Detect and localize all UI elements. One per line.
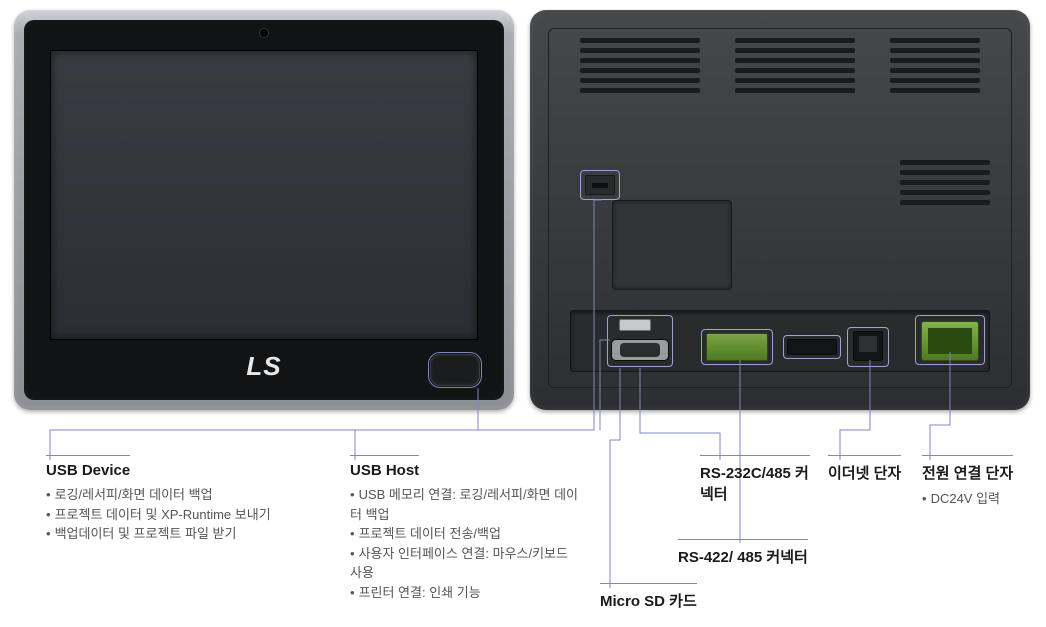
brand-logo: LS [246, 351, 281, 382]
label-title: USB Device [46, 455, 130, 479]
front-usb-device-port [430, 354, 480, 386]
device-front-view: LS [14, 10, 514, 410]
vent-grill-top [580, 38, 980, 93]
vent-grill-side [900, 160, 990, 205]
rs232-485-port [611, 339, 669, 361]
front-screen [50, 50, 478, 340]
callout-marker [428, 352, 482, 388]
port-bay [570, 310, 990, 372]
label-title: RS-422/ 485 커넥터 [678, 539, 808, 567]
rs422-485-port [706, 333, 768, 361]
label-usb-host: USB Host USB 메모리 연결: 로깅/레서피/화면 데이터 백업 프로… [350, 455, 580, 602]
label-bullets: USB 메모리 연결: 로깅/레서피/화면 데이터 백업 프로젝트 데이터 전송… [350, 485, 580, 602]
label-rs232: RS-232C/485 커넥터 [700, 455, 810, 510]
label-rs422: RS-422/ 485 커넥터 [678, 539, 858, 573]
label-title: 전원 연결 단자 [922, 455, 1013, 483]
back-battery-cover [612, 200, 732, 290]
label-bullets: DC24V 입력 [922, 489, 1042, 509]
power-terminal [921, 321, 979, 361]
label-title: 이더넷 단자 [828, 455, 901, 483]
dip-switch [585, 175, 615, 195]
label-title: RS-232C/485 커넥터 [700, 455, 810, 504]
micro-sd-slot [787, 339, 837, 355]
label-microsd: Micro SD 카드 [600, 583, 750, 617]
device-back-view [530, 10, 1030, 410]
usb-host-port [619, 319, 651, 331]
label-title: Micro SD 카드 [600, 583, 697, 611]
label-bullets: 로깅/레서피/화면 데이터 백업 프로젝트 데이터 및 XP-Runtime 보… [46, 485, 326, 544]
label-ethernet: 이더넷 단자 [828, 455, 928, 489]
label-title: USB Host [350, 455, 419, 479]
label-usb-device: USB Device 로깅/레서피/화면 데이터 백업 프로젝트 데이터 및 X… [46, 455, 326, 544]
label-power: 전원 연결 단자 DC24V 입력 [922, 455, 1042, 509]
label-area: USB Device 로깅/레서피/화면 데이터 백업 프로젝트 데이터 및 X… [0, 455, 1046, 627]
ethernet-port [853, 331, 883, 361]
front-camera [259, 28, 269, 38]
